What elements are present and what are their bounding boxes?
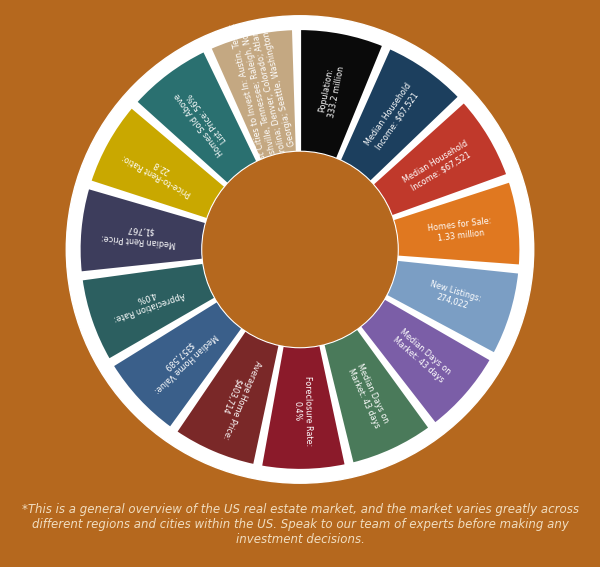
Wedge shape <box>176 330 280 465</box>
Text: Homes Sold Above
List Price: 56%: Homes Sold Above List Price: 56% <box>173 84 234 156</box>
Text: *This is a general overview of the US real estate market, and the market varies : *This is a general overview of the US re… <box>22 503 578 546</box>
Text: Median Days on
Market: 43 days: Median Days on Market: 43 days <box>391 327 452 384</box>
Text: Appreciation Rate:
4.0%: Appreciation Rate: 4.0% <box>109 281 186 323</box>
Wedge shape <box>359 298 491 424</box>
Circle shape <box>202 151 398 348</box>
Wedge shape <box>136 51 258 185</box>
Text: Median Rent Price:
$1,767: Median Rent Price: $1,767 <box>101 222 178 248</box>
Text: Best Cities to Invest In: Austin, Texas;
Nashville, Tennessee; Raleigh, North
Ca: Best Cities to Invest In: Austin, Texas;… <box>228 15 300 170</box>
Text: Average Home Price:
$403,714: Average Home Price: $403,714 <box>211 355 262 441</box>
Wedge shape <box>90 107 226 219</box>
Text: New Listings:
274,022: New Listings: 274,022 <box>426 280 482 314</box>
Wedge shape <box>211 29 297 161</box>
Wedge shape <box>323 328 430 464</box>
Wedge shape <box>386 260 519 354</box>
Text: Median Days on
Market: 43 days: Median Days on Market: 43 days <box>346 362 390 429</box>
Text: Homes for Sale:
1.33 million: Homes for Sale: 1.33 million <box>427 217 493 244</box>
Circle shape <box>66 16 534 483</box>
Wedge shape <box>340 48 459 183</box>
Wedge shape <box>82 263 216 359</box>
Text: Foreclosure Rate:
0.4%: Foreclosure Rate: 0.4% <box>292 375 313 446</box>
Wedge shape <box>300 29 383 160</box>
Wedge shape <box>113 301 243 428</box>
Text: Population:
333.2 million: Population: 333.2 million <box>317 64 346 119</box>
Text: Median Home Value:
$357,589: Median Home Value: $357,589 <box>145 324 219 395</box>
Wedge shape <box>80 188 207 273</box>
Text: Price-to-Rent Ratio:
22.8: Price-to-Rent Ratio: 22.8 <box>121 143 198 198</box>
Text: Median Household
Income: $67,521: Median Household Income: $67,521 <box>364 82 422 154</box>
Text: Median Household
Income: $67,521: Median Household Income: $67,521 <box>401 139 475 194</box>
Wedge shape <box>261 344 346 470</box>
Wedge shape <box>372 102 508 217</box>
Wedge shape <box>392 181 520 265</box>
Circle shape <box>203 153 397 346</box>
